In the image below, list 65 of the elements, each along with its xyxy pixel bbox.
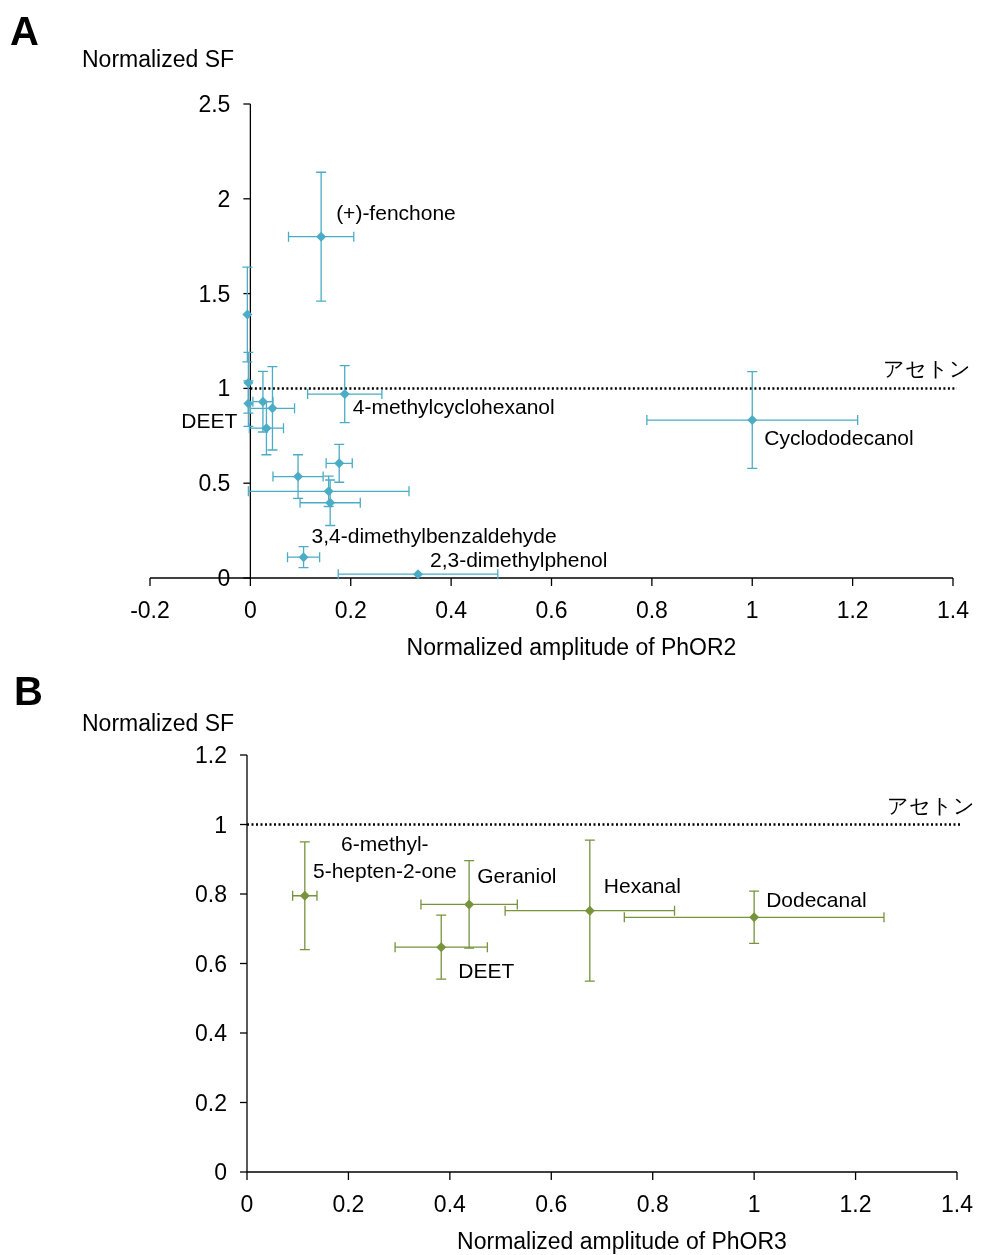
ref-line-label: アセトン xyxy=(883,357,971,381)
point xyxy=(436,942,447,953)
point xyxy=(299,890,310,901)
annotation: DEET xyxy=(181,408,238,432)
y-tick-label: 1.2 xyxy=(195,742,227,768)
annotation: 3,4-dimethylbenzaldehyde xyxy=(311,524,557,548)
y-tick-label: 0.4 xyxy=(195,1020,228,1046)
x-tick-label: 0.2 xyxy=(332,1191,365,1217)
y-tick-label: 1 xyxy=(214,811,227,838)
y-tick-label: 0.5 xyxy=(198,470,231,497)
x-tick-label: 0.6 xyxy=(535,1191,568,1217)
point xyxy=(325,497,336,508)
y-tick-label: 0 xyxy=(214,1159,227,1185)
y-tick-label: 2 xyxy=(217,185,231,212)
x-tick-label: 0.6 xyxy=(535,597,568,623)
point xyxy=(334,458,345,469)
y-tick-label: 0.6 xyxy=(195,950,227,977)
annotation: 4-methylcyclohexanol xyxy=(352,395,555,419)
annotation: 2,3-dimethylphenol xyxy=(430,548,608,572)
point xyxy=(293,471,304,482)
chart-title: B xyxy=(14,669,43,713)
x-tick-label: 1.4 xyxy=(941,1191,974,1217)
x-tick-label: 0.2 xyxy=(334,597,367,623)
annotation: Geraniol xyxy=(477,864,557,888)
y-tick-label: 1.5 xyxy=(198,280,231,307)
point xyxy=(261,423,272,434)
y-tick-label: 0.2 xyxy=(195,1089,227,1116)
point xyxy=(584,905,595,916)
x-tick-label: 1 xyxy=(745,597,759,623)
point xyxy=(267,403,278,414)
point xyxy=(298,552,309,563)
y-tick-label: 2.5 xyxy=(198,91,231,117)
x-tick-label: 0 xyxy=(243,597,257,623)
point xyxy=(243,398,254,409)
point xyxy=(747,415,758,426)
chart-title: A xyxy=(10,9,39,53)
y-axis-title: Normalized SF xyxy=(82,46,235,72)
annotation: 6-methyl-5-hepten-2-one xyxy=(313,831,457,882)
ref-line-label: アセトン xyxy=(887,793,975,817)
y-axis-title: Normalized SF xyxy=(82,710,235,736)
point xyxy=(316,231,327,242)
point xyxy=(339,389,350,400)
point xyxy=(464,899,475,910)
point xyxy=(749,912,760,923)
x-tick-label: 0.8 xyxy=(635,597,668,623)
x-tick-label: 0.4 xyxy=(435,597,468,623)
y-tick-label: 0.8 xyxy=(195,881,227,907)
x-tick-label: 1.2 xyxy=(839,1191,872,1217)
annotation: DEET xyxy=(458,959,515,983)
y-tick-label: 1 xyxy=(217,375,231,402)
x-axis-title: Normalized amplitude of PhOR2 xyxy=(406,634,737,660)
x-tick-label: 1.2 xyxy=(836,597,869,623)
point xyxy=(413,569,423,580)
annotation: Dodecanal xyxy=(766,888,867,912)
x-tick-label: 1 xyxy=(747,1191,761,1217)
x-tick-label: 1.4 xyxy=(937,597,970,623)
annotation: Cyclododecanol xyxy=(764,426,914,450)
annotation: Hexanal xyxy=(603,873,681,897)
x-axis-title: Normalized amplitude of PhOR3 xyxy=(457,1228,787,1254)
x-tick-label: -0.2 xyxy=(130,597,170,623)
point xyxy=(242,309,253,320)
x-tick-label: 0.4 xyxy=(433,1191,467,1217)
annotation: (+)-fenchone xyxy=(336,200,456,224)
x-tick-label: 0.8 xyxy=(636,1191,669,1217)
x-tick-label: 0 xyxy=(240,1191,254,1217)
